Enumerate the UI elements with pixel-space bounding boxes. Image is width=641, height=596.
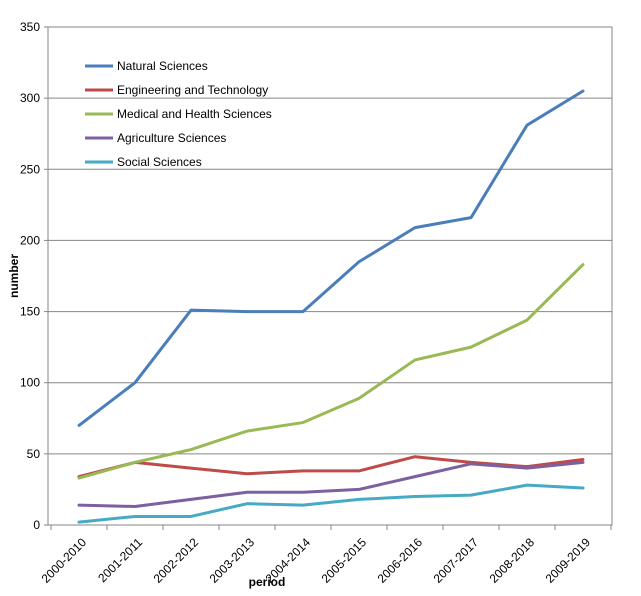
series-line-5 xyxy=(77,483,585,524)
y-tick-label: 100 xyxy=(20,376,40,390)
legend-label: Medical and Health Sciences xyxy=(117,107,272,121)
y-tick-label: 50 xyxy=(27,447,41,461)
series-line-3 xyxy=(77,263,585,480)
series-lines xyxy=(77,89,585,524)
y-tick-label: 150 xyxy=(20,305,40,319)
gridlines xyxy=(48,97,612,455)
legend-label: Social Sciences xyxy=(117,155,202,169)
x-tick-label: 2009-2019 xyxy=(543,535,594,586)
x-tick-label: 2006-2016 xyxy=(375,535,426,586)
plot-area-frame xyxy=(47,26,613,526)
y-axis: 0 50 100 150 200 250 300 350 xyxy=(20,20,48,532)
legend-label: Agriculture Sciences xyxy=(117,131,226,145)
y-tick-label: 350 xyxy=(20,20,40,34)
x-tick-label: 2001-2011 xyxy=(95,535,145,585)
x-axis-title: period xyxy=(249,575,286,589)
series-line-1 xyxy=(77,89,585,427)
y-tick-label: 0 xyxy=(33,518,40,532)
x-tick-label: 2005-2015 xyxy=(319,535,370,586)
y-tick-label: 200 xyxy=(20,233,40,247)
x-axis: 2000-2010 2001-2011 2002-2012 2003-2013 2004… xyxy=(39,525,612,586)
x-tick-label: 2007-2017 xyxy=(431,535,482,586)
y-axis-title: number xyxy=(7,254,21,298)
legend: Natural Sciences Engineering and Technolo… xyxy=(85,59,272,169)
x-tick-label: 2000-2010 xyxy=(39,535,90,586)
y-tick-label: 300 xyxy=(20,91,40,105)
series-line-4 xyxy=(77,460,585,509)
x-tick-label: 2008-2018 xyxy=(487,535,538,586)
legend-label: Natural Sciences xyxy=(117,59,208,73)
x-tick-label: 2002-2012 xyxy=(151,535,202,586)
y-tick-label: 250 xyxy=(20,162,40,176)
legend-label: Engineering and Technology xyxy=(117,83,268,97)
